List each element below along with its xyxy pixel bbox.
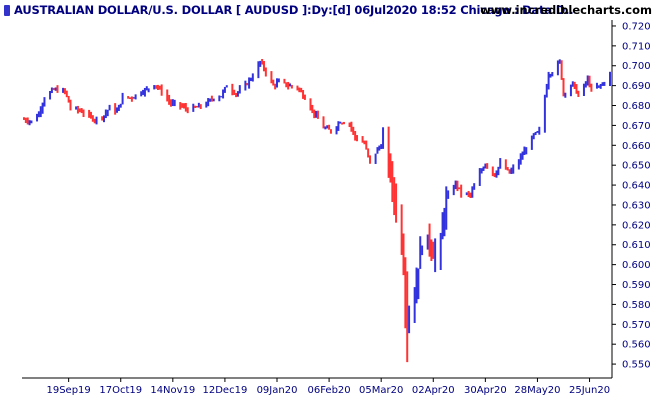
y-tick-label: 0.610: [622, 240, 651, 251]
y-tick-label: 0.640: [622, 181, 651, 192]
x-tick-label: 06Feb20: [308, 385, 351, 396]
y-tick-label: 0.670: [622, 121, 651, 132]
y-tick-label: 0.590: [622, 280, 651, 291]
x-tick-label: 12Dec19: [203, 385, 248, 396]
x-tick-label: 17Oct19: [99, 385, 142, 396]
y-tick-label: 0.600: [622, 260, 651, 271]
series-color-swatch: [4, 5, 10, 16]
x-tick-label: 05Mar20: [359, 385, 403, 396]
site-url: www.incrediblecharts.com: [480, 3, 652, 17]
y-tick-label: 0.560: [622, 340, 651, 351]
y-tick-label: 0.650: [622, 161, 651, 172]
y-tick-label: 0.630: [622, 200, 651, 211]
x-tick-label: 19Sep19: [46, 385, 90, 396]
chart-axes: [22, 20, 613, 379]
y-tick-label: 0.720: [622, 21, 651, 32]
y-tick-label: 0.700: [622, 61, 651, 72]
y-tick-label: 0.620: [622, 220, 651, 231]
chart-title: AUSTRALIAN DOLLAR/U.S. DOLLAR [ AUDUSD ]…: [14, 3, 574, 17]
x-tick-label: 25Jun20: [569, 385, 610, 396]
ohlc-bars: [23, 59, 611, 363]
x-tick-label: 14Nov19: [150, 385, 195, 396]
y-tick-label: 0.660: [622, 141, 651, 152]
y-tick-label: 0.550: [622, 360, 651, 371]
x-tick-label: 02Apr20: [412, 385, 455, 396]
y-tick-label: 0.690: [622, 81, 651, 92]
x-tick-group: 19Sep19 17Oct19 14Nov19 12Dec19 09Jan20 06Feb…: [46, 378, 610, 396]
x-tick-label: 30Apr20: [464, 385, 507, 396]
x-tick-label: 09Jan20: [257, 385, 298, 396]
chart-header: AUSTRALIAN DOLLAR/U.S. DOLLAR [ AUDUSD ]…: [0, 0, 660, 20]
y-tick-label: 0.680: [622, 101, 651, 112]
y-tick-label: 0.570: [622, 320, 651, 331]
x-tick-label: 28May20: [514, 385, 560, 396]
y-tick-group: 0.720 0.710 0.700 0.690 0.680 0.670 0.660 0.650…: [612, 21, 651, 371]
y-tick-label: 0.580: [622, 300, 651, 311]
y-tick-label: 0.710: [622, 41, 651, 52]
